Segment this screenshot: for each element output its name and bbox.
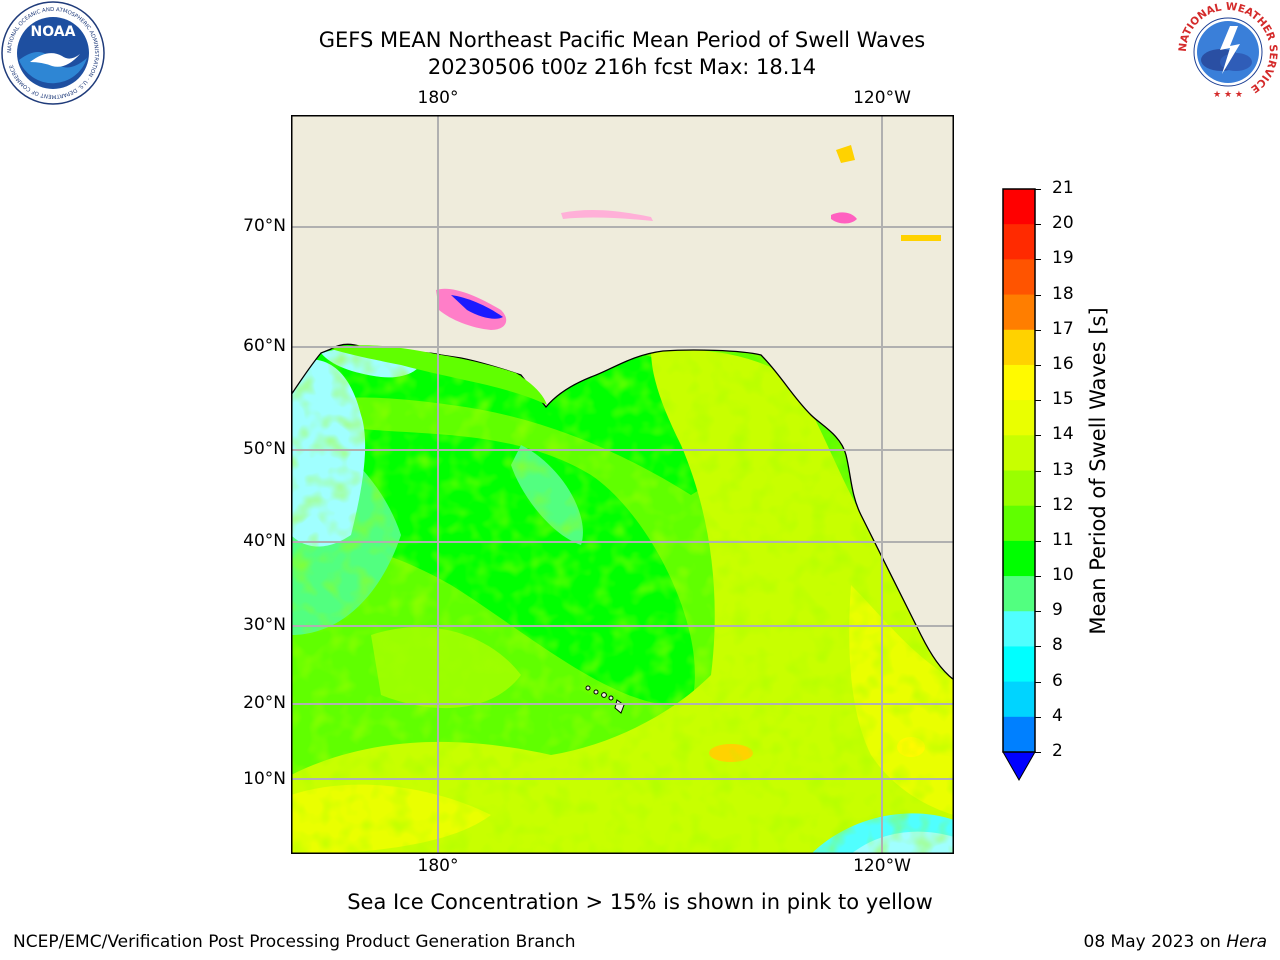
colorbar-tick-label: 16 — [1052, 353, 1074, 374]
chart-title: GEFS MEAN Northeast Pacific Mean Period … — [318, 28, 926, 52]
colorbar-segment — [1003, 576, 1035, 612]
colorbar-segment — [1003, 505, 1035, 542]
colorbar-tick-mark — [1035, 294, 1041, 296]
colorbar-tick-mark — [1035, 189, 1041, 190]
lon-label-bottom-120w: 120°W — [853, 856, 911, 876]
colorbar-tick-label: 19 — [1052, 248, 1074, 269]
colorbar-tick-mark — [1035, 646, 1041, 648]
colorbar-tick-label: 15 — [1052, 389, 1074, 410]
colorbar-segment — [1003, 364, 1035, 401]
colorbar-tick-label: 2 — [1052, 741, 1063, 761]
colorbar-segment — [1003, 716, 1035, 753]
colorbar-tick-label: 10 — [1052, 565, 1074, 586]
lat-label-60n: 60°N — [243, 336, 286, 356]
svg-text:★ ★ ★: ★ ★ ★ — [1213, 90, 1243, 100]
lat-label-30n: 30°N — [243, 615, 286, 635]
colorbar-segment — [1003, 400, 1035, 436]
colorbar-tick-mark — [1035, 400, 1041, 402]
colorbar-tick-label: 4 — [1052, 705, 1063, 726]
colorbar-segment — [1003, 470, 1035, 507]
sea-ice-beaufort — [831, 212, 857, 224]
colorbar-segment — [1003, 611, 1035, 647]
colorbar-segment — [1003, 259, 1035, 296]
colorbar-tick-mark — [1035, 435, 1041, 437]
noaa-logo-text: NOAA — [31, 24, 76, 40]
lon-label-bottom-180: 180° — [417, 856, 459, 876]
colorbar-tick-label: 18 — [1052, 283, 1074, 304]
footer-host: Hera — [1226, 932, 1267, 952]
colorbar-tick-mark — [1035, 329, 1041, 331]
colorbar-tick-mark — [1035, 611, 1041, 613]
colorbar-tick-mark — [1035, 576, 1041, 578]
lon-label-top-180: 180° — [417, 88, 459, 108]
footer-branch: NCEP/EMC/Verification Post Processing Pr… — [13, 932, 576, 952]
colorbar-tick-label: 13 — [1052, 459, 1074, 480]
colorbar-tick-mark — [1035, 540, 1041, 542]
colorbar-tick-label: 14 — [1052, 424, 1074, 445]
chart-subtitle: 20230506 t00z 216h fcst Max: 18.14 — [427, 55, 817, 79]
lat-label-20n: 20°N — [243, 693, 286, 713]
colorbar-tick-label: 12 — [1052, 494, 1074, 515]
colorbar-tick-mark — [1035, 716, 1041, 718]
colorbar-tick-label: 20 — [1052, 213, 1074, 234]
colorbar-tick-mark — [1035, 752, 1041, 753]
map-gridlines — [291, 115, 954, 854]
colorbar-segment — [1003, 329, 1035, 366]
lat-label-70n: 70°N — [243, 216, 286, 236]
colorbar-tick-mark — [1035, 364, 1041, 366]
lat-label-40n: 40°N — [243, 531, 286, 551]
colorbar-tick-mark — [1035, 505, 1041, 507]
colorbar-segment — [1003, 681, 1035, 718]
colorbar-segment — [1003, 294, 1035, 331]
map-frame — [291, 115, 954, 854]
colorbar-segment — [1003, 435, 1035, 471]
colorbar-label: Mean Period of Swell Waves [s] — [1086, 307, 1110, 635]
colorbar-segment — [1003, 646, 1035, 683]
colorbar-tick-label: 21 — [1052, 178, 1074, 198]
sea-ice-note: Sea Ice Concentration > 15% is shown in … — [347, 890, 933, 914]
lat-label-50n: 50°N — [243, 439, 286, 459]
colorbar-tick-mark — [1035, 470, 1041, 472]
nws-logo: NATIONAL WEATHER SERVICE ★ ★ ★ — [1177, 1, 1279, 102]
colorbar-segment — [1003, 189, 1035, 225]
colorbar-tick-label: 17 — [1052, 318, 1074, 339]
colorbar-tick-mark — [1035, 681, 1041, 683]
colorbar-tick-mark — [1035, 259, 1041, 261]
colorbar-tick-label: 8 — [1052, 635, 1063, 656]
colorbar-tick-label: 11 — [1052, 529, 1074, 550]
colorbar-segment — [1003, 540, 1035, 577]
swell-period-map — [291, 115, 954, 854]
noaa-logo: NATIONAL OCEANIC AND ATMOSPHERIC ADMINIS… — [1, 1, 105, 105]
colorbar-tick-label: 9 — [1052, 600, 1063, 621]
footer-date-text: 08 May 2023 on — [1083, 932, 1227, 952]
footer-date: 08 May 2023 on Hera — [1084, 932, 1268, 952]
colorbar-extend-arrow — [1002, 751, 1036, 782]
lon-label-top-120w: 120°W — [853, 88, 911, 108]
colorbar — [1002, 188, 1036, 782]
colorbar-tick-label: 6 — [1052, 670, 1063, 691]
colorbar-tick-mark — [1035, 224, 1041, 226]
lat-label-10n: 10°N — [243, 769, 286, 789]
colorbar-segment — [1003, 224, 1035, 260]
